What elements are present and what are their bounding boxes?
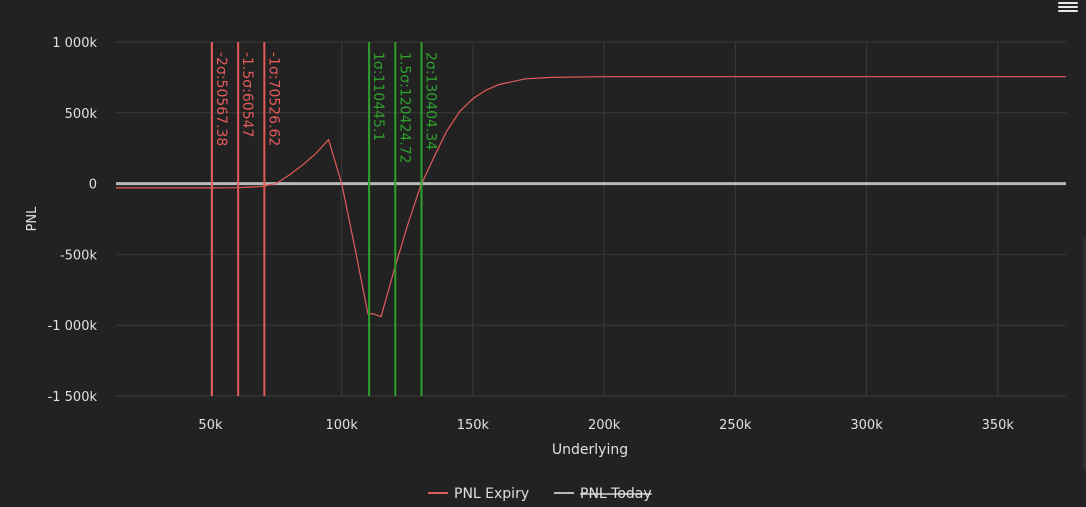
scrollbar-edge[interactable] (1083, 238, 1086, 470)
x-axis-title: Underlying (552, 442, 628, 458)
x-tick-label: 300k (850, 418, 883, 433)
y-axis-title: PNL (25, 206, 40, 232)
gridlines (116, 41, 1066, 397)
x-tick-labels: 50k 100k 150k 200k 250k 300k 350k (198, 418, 1014, 433)
series-line-pnl-expiry (116, 76, 1066, 318)
sigma-marker-label: 1σ:110445.1 (370, 52, 386, 141)
x-tick-label: 200k (588, 418, 621, 433)
hamburger-menu-icon[interactable] (1058, 0, 1078, 16)
legend-label: PNL Today (580, 486, 652, 502)
y-tick-labels: 1 000k 500k 0 -500k -1 000k -1 500k (48, 36, 98, 405)
y-tick-label: 0 (89, 178, 97, 193)
y-tick-label: 500k (65, 107, 98, 122)
legend-item-pnl-expiry[interactable]: PNL Expiry (428, 486, 529, 502)
x-tick-label: 100k (326, 418, 359, 433)
x-tick-label: 350k (982, 418, 1015, 433)
legend: PNL Expiry PNL Today (428, 486, 652, 502)
x-tick-label: 50k (198, 418, 223, 433)
sigma-marker-label: 2σ:130404.34 (422, 52, 438, 150)
x-tick-label: 150k (457, 418, 490, 433)
y-tick-label: -1 000k (48, 319, 98, 334)
y-tick-label: 1 000k (52, 36, 97, 51)
series-lines (116, 76, 1066, 318)
x-tick-label: 250k (719, 418, 752, 433)
sigma-markers: -2σ:50567.38 -1.5σ:60547 -1σ:70526.62 1σ:11… (210, 42, 438, 396)
sigma-marker-label: 1.5σ:120424.72 (396, 52, 412, 164)
legend-label: PNL Expiry (454, 486, 529, 502)
sigma-marker-label: -2σ:50567.38 (213, 52, 229, 146)
y-tick-label: -1 500k (48, 390, 98, 405)
sigma-marker-label: -1.5σ:60547 (239, 52, 255, 137)
y-tick-label: -500k (60, 248, 98, 263)
sigma-marker-label: -1σ:70526.62 (265, 52, 281, 146)
legend-item-pnl-today[interactable]: PNL Today (554, 486, 652, 502)
